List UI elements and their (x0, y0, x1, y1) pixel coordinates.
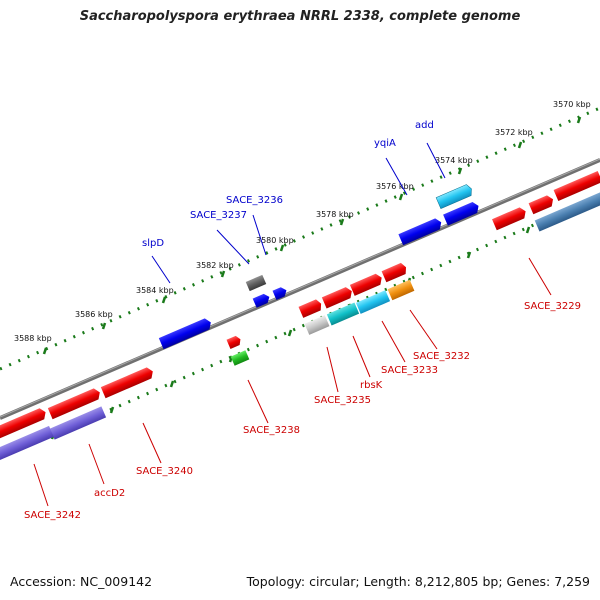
gene-labels-lower: SACE_3229 SACE_3232 SACE_3233 rbsK SACE_… (24, 301, 581, 521)
gene-label: SACE_3233 (381, 365, 438, 376)
gene-label: yqiA (374, 138, 396, 149)
gene-label: slpD (142, 238, 164, 249)
gene-sace-3236 (272, 287, 287, 300)
gene-sace-3238 (230, 350, 250, 366)
gene-sace-3237-b (245, 274, 267, 292)
gene-label: SACE_3236 (226, 195, 283, 206)
gene-sace-3233-red (349, 273, 382, 296)
ruler-tick (517, 141, 523, 149)
gene-sace-3235 (304, 315, 330, 335)
ruler-track-upper (0, 106, 600, 371)
map-title: Saccharopolyspora erythraea NRRL 2338, c… (79, 9, 521, 24)
gene-upper-a (443, 201, 479, 226)
gene-sace-3235-red (298, 299, 322, 318)
gene-rbsK (326, 302, 360, 326)
gene-sace-3237 (252, 293, 270, 308)
gene-accD2-red (0, 408, 46, 442)
gene-label: SACE_3232 (413, 351, 470, 362)
ruler-tick (42, 347, 48, 355)
ruler-label: 3586 kbp (75, 310, 113, 319)
gene-sace-3229-b (534, 190, 600, 232)
gene-slpD (158, 318, 211, 350)
ruler-tick (287, 329, 293, 337)
ruler-tick (220, 270, 226, 278)
ruler-label: 3584 kbp (136, 286, 174, 295)
gene-sace-3242 (0, 425, 54, 463)
ruler-tick (101, 322, 107, 330)
gene-sace-3232-red (381, 262, 407, 283)
ruler-label: 3574 kbp (435, 156, 473, 165)
ruler-ticks-upper (42, 116, 582, 355)
gene-label: SACE_3242 (24, 510, 81, 521)
gene-accD2 (49, 406, 107, 440)
gene-add (435, 184, 472, 209)
ruler-label: 3588 kbp (14, 334, 52, 343)
gene-label: accD2 (94, 488, 125, 499)
ruler-tick (109, 406, 115, 414)
gene-label: SACE_3238 (243, 425, 300, 436)
ruler-tick (169, 380, 175, 388)
gene-label: SACE_3240 (136, 466, 193, 477)
ruler-label: 3582 kbp (196, 261, 234, 270)
ruler-label: 3578 kbp (316, 210, 354, 219)
gene-label: SACE_3235 (314, 395, 371, 406)
genes-lower-strand[interactable] (0, 170, 600, 463)
topology-text: Topology: circular; Length: 8,212,805 bp… (246, 574, 590, 589)
ruler-tick (457, 167, 463, 175)
gene-label: SACE_3237 (190, 210, 247, 221)
ruler-tick (279, 244, 285, 252)
gene-sace-3233 (355, 290, 391, 314)
ruler-tick (466, 251, 472, 259)
ruler-label: 3580 kbp (256, 236, 294, 245)
gene-rbsK-red (321, 287, 352, 309)
ruler-label: 3576 kbp (376, 182, 414, 191)
genes-upper-strand[interactable] (158, 183, 481, 350)
gene-sace-3229 (553, 170, 600, 202)
gene-label: add (415, 120, 434, 131)
gene-sace-3238-red (226, 335, 241, 349)
ruler-tick (161, 296, 167, 304)
gene-red-right-1 (492, 207, 526, 231)
leader-lines-lower (33, 257, 552, 507)
accession-text: Accession: NC_009142 (10, 574, 153, 589)
ruler-tick (576, 116, 582, 124)
gene-yqiA (398, 218, 442, 246)
ruler-label: 3572 kbp (495, 128, 533, 137)
leader-lines-upper (151, 142, 446, 284)
ruler-label: 3570 kbp (553, 100, 591, 109)
gene-label: SACE_3229 (524, 301, 581, 312)
ruler-labels: 3570 kbp 3572 kbp 3574 kbp 3576 kbp 3578… (14, 100, 591, 343)
gene-red-right-2 (528, 195, 554, 215)
ruler-tick (398, 193, 404, 201)
gene-sace-3232 (387, 279, 415, 301)
gene-labels-upper: add yqiA SACE_3236 SACE_3237 slpD (142, 120, 434, 249)
gene-label: rbsK (360, 380, 383, 391)
genome-backbone (0, 158, 600, 420)
gene-sace-3240-b (47, 388, 100, 420)
ruler-tick (525, 226, 531, 234)
gene-sace-3240 (100, 367, 153, 399)
ruler-tick (339, 218, 345, 226)
